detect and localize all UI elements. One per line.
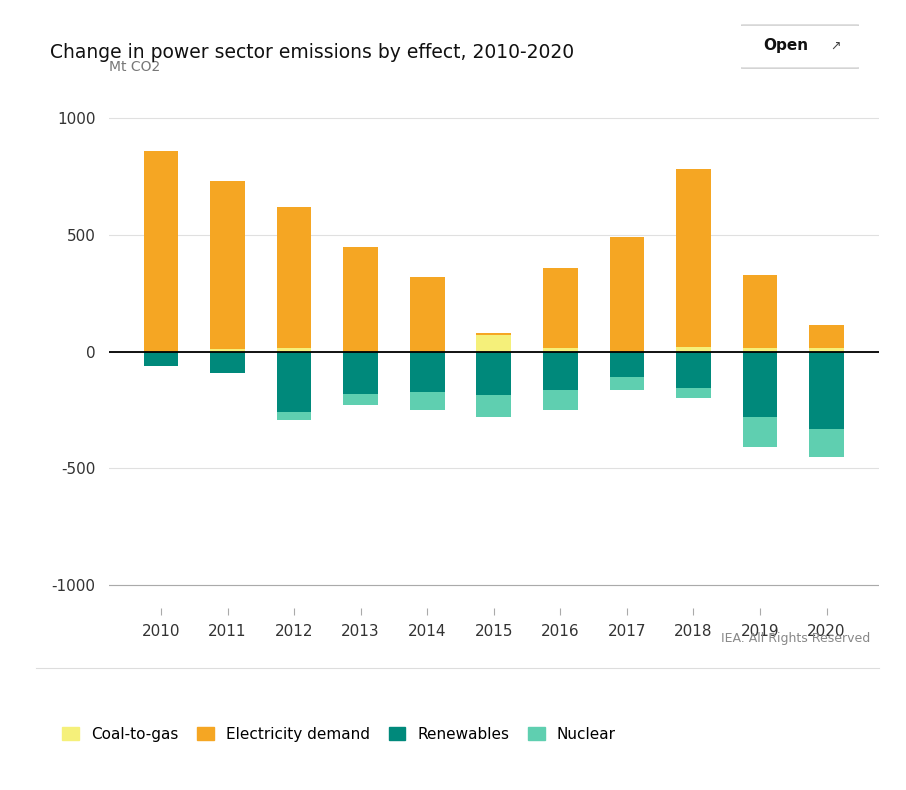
Bar <box>809 348 843 352</box>
Bar <box>676 170 710 347</box>
Bar <box>277 352 312 412</box>
Bar <box>676 347 710 352</box>
FancyBboxPatch shape <box>737 25 863 68</box>
Bar <box>809 428 843 457</box>
Legend: Coal-to-gas, Electricity demand, Renewables, Nuclear: Coal-to-gas, Electricity demand, Renewab… <box>63 727 616 742</box>
Bar <box>477 395 511 417</box>
Text: Open: Open <box>763 38 808 53</box>
Bar <box>410 276 445 352</box>
Text: IEA. All Rights Reserved: IEA. All Rights Reserved <box>720 632 870 645</box>
Bar <box>410 352 445 393</box>
Bar <box>343 352 378 393</box>
Text: Change in power sector emissions by effect, 2010-2020: Change in power sector emissions by effe… <box>50 43 574 62</box>
Bar <box>676 352 710 388</box>
Bar <box>477 333 511 335</box>
Bar <box>277 207 312 348</box>
Bar <box>343 393 378 405</box>
Bar <box>809 352 843 428</box>
Bar <box>343 246 378 352</box>
Bar <box>210 352 245 373</box>
Bar <box>477 335 511 352</box>
Bar <box>743 417 777 447</box>
Bar <box>743 274 777 348</box>
Text: ↗: ↗ <box>830 40 841 52</box>
Bar <box>277 412 312 420</box>
Bar <box>543 390 578 410</box>
Bar <box>410 393 445 410</box>
Bar <box>809 325 843 348</box>
Bar <box>144 352 178 366</box>
Bar <box>210 349 245 352</box>
Bar <box>743 348 777 352</box>
Bar <box>743 352 777 417</box>
Bar <box>543 348 578 352</box>
Bar <box>610 237 644 352</box>
Bar <box>676 388 710 398</box>
Bar <box>610 378 644 390</box>
Bar <box>543 268 578 348</box>
Bar <box>477 352 511 395</box>
Bar <box>210 181 245 349</box>
Bar <box>277 348 312 352</box>
Bar <box>610 352 644 378</box>
Bar <box>144 151 178 352</box>
Text: Mt CO2: Mt CO2 <box>109 60 160 74</box>
Bar <box>543 352 578 390</box>
